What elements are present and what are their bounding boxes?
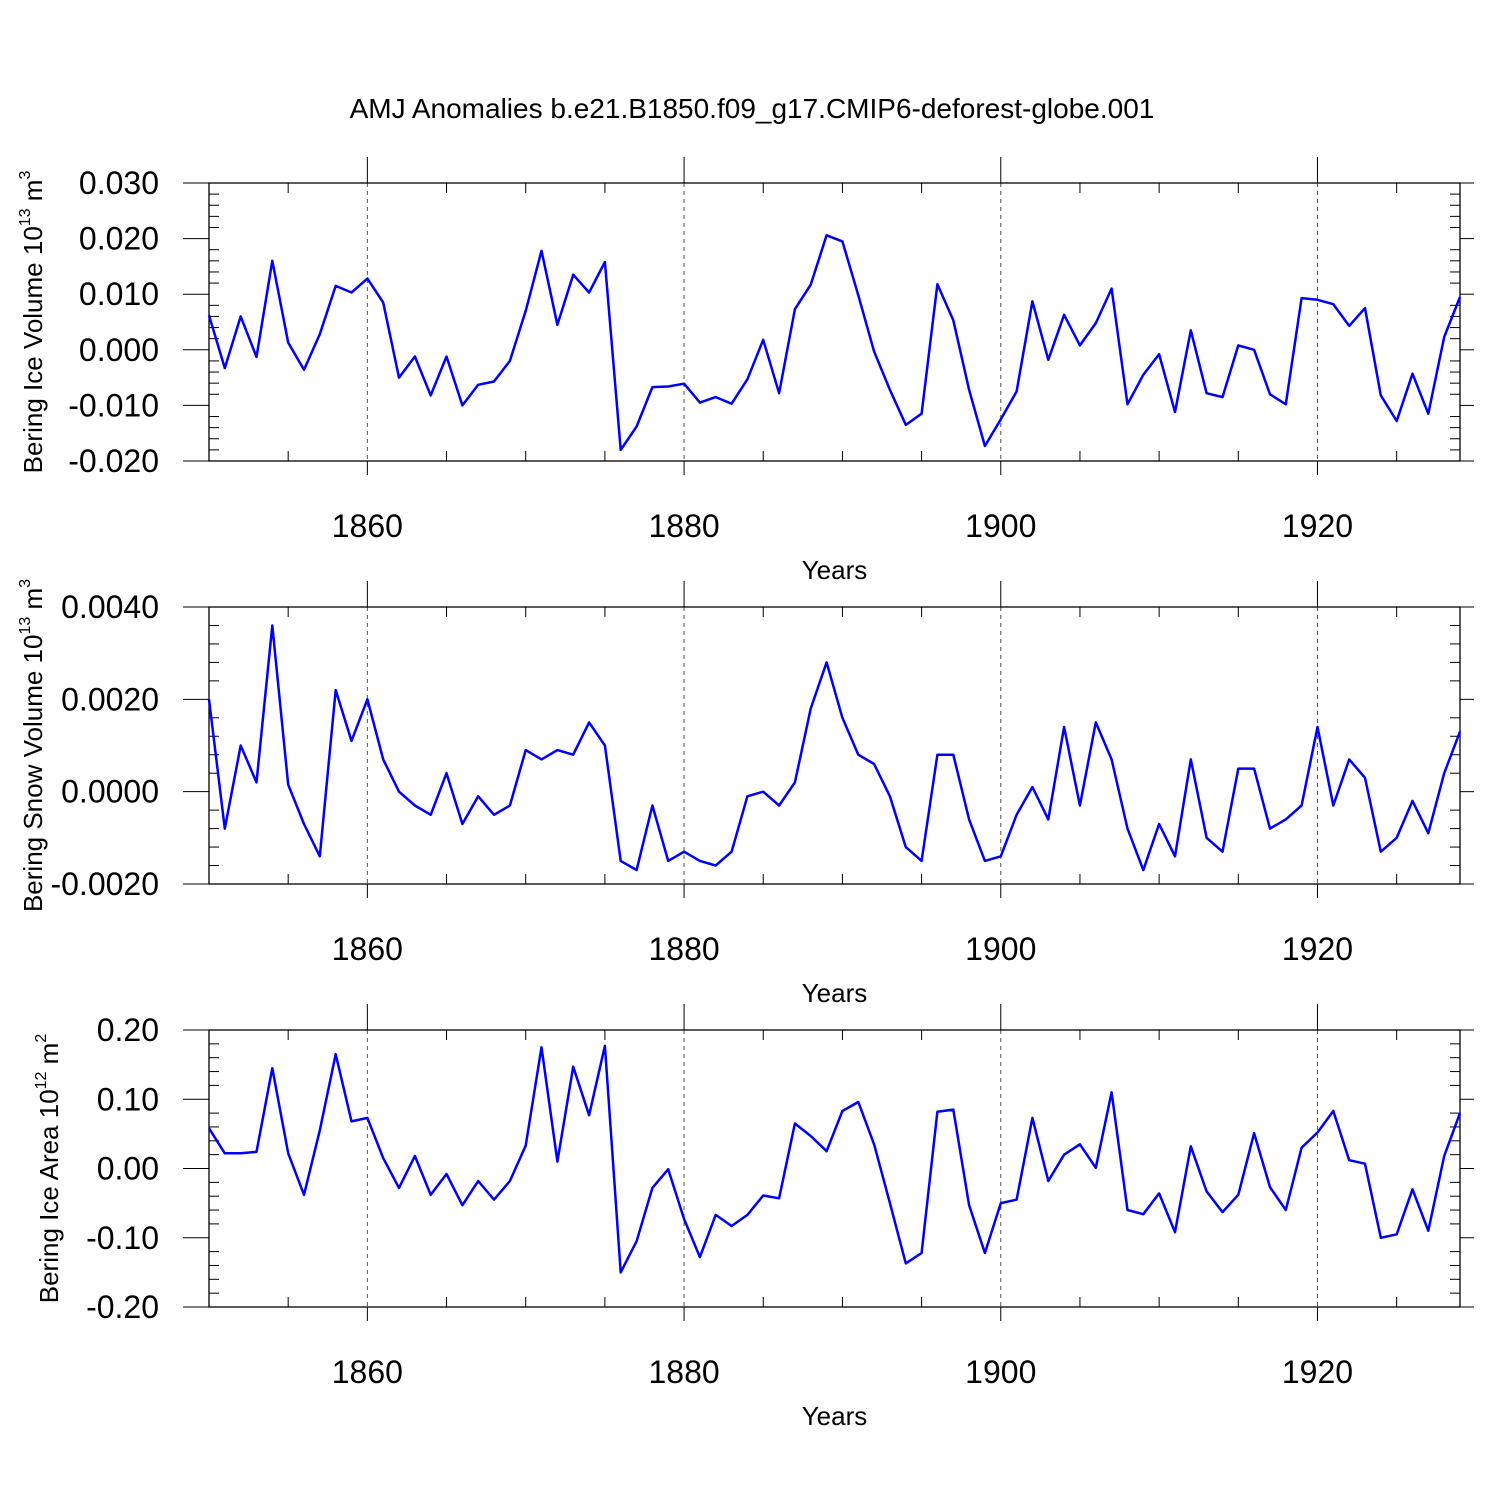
x-tick-label: 1860 — [332, 508, 403, 544]
panel-1: 1860 1880 1900 1920 -0.020 -0.010 0.000 0.010 0.… — [17, 157, 1474, 585]
y-tick-label: -0.20 — [86, 1289, 159, 1325]
x-tick-label: 1900 — [965, 931, 1036, 967]
x-tick-label: 1860 — [332, 931, 403, 967]
y-axis-label-unit: m — [18, 180, 48, 209]
panel-2: 1860 1880 1900 1920 -0.0020 0.0000 0.0020 0.004… — [17, 579, 1474, 1008]
y-tick-label: -0.020 — [68, 443, 159, 479]
y-tick-label: 0.0000 — [61, 774, 159, 810]
y-axis-label-text: Bering Ice Area 10 — [34, 1089, 64, 1303]
y-tick-label: 0.030 — [79, 165, 159, 201]
x-tick-label: 1880 — [648, 1354, 719, 1390]
y-axis-label-unit-exponent: 2 — [33, 1034, 50, 1043]
series-line — [207, 234, 1462, 452]
plot-frame — [208, 182, 1461, 462]
x-tick-label: 1880 — [648, 508, 719, 544]
y-tick-label: -0.0020 — [50, 866, 159, 902]
y-tick-label: -0.010 — [68, 387, 159, 423]
y-tick-label: 0.020 — [79, 221, 159, 257]
y-tick-label: 0.10 — [97, 1081, 159, 1117]
y-tick-label: 0.20 — [97, 1012, 159, 1048]
series-line — [207, 1044, 1462, 1274]
y-axis-label-exponent: 13 — [17, 617, 34, 635]
y-axis-label-text: Bering Snow Volume 10 — [18, 635, 48, 913]
x-tick-label: 1900 — [965, 1354, 1036, 1390]
x-axis-label: Years — [802, 978, 868, 1008]
y-tick-label: 0.000 — [79, 332, 159, 368]
y-tick-label: 0.0020 — [61, 681, 159, 717]
y-axis-label-unit-exponent: 3 — [17, 171, 34, 180]
x-tick-label: 1920 — [1282, 508, 1353, 544]
y-axis-label: Bering Snow Volume 1013 m3 — [17, 579, 48, 912]
y-axis-label-text: Bering Ice Volume 10 — [18, 226, 48, 473]
y-tick-label: 0.010 — [79, 276, 159, 312]
x-axis-label: Years — [802, 555, 868, 585]
y-axis-label: Bering Ice Volume 1013 m3 — [17, 171, 48, 474]
figure-title: AMJ Anomalies b.e21.B1850.f09_g17.CMIP6-… — [350, 93, 1155, 124]
series-line — [207, 624, 1462, 872]
x-tick-label: 1920 — [1282, 931, 1353, 967]
y-axis-label-unit: m — [18, 588, 48, 617]
ticks — [183, 157, 1474, 475]
y-tick-label: 0.0040 — [61, 589, 159, 625]
y-axis-label-exponent: 13 — [17, 208, 34, 226]
ticks — [183, 581, 1474, 898]
panel-3: 1860 1880 1900 1920 -0.20 -0.10 0.00 0.10 0.20 Ye… — [33, 1004, 1474, 1431]
y-axis-label-unit-exponent: 3 — [17, 579, 34, 588]
x-tick-label: 1860 — [332, 1354, 403, 1390]
x-tick-label: 1920 — [1282, 1354, 1353, 1390]
y-axis-label: Bering Ice Area 1012 m2 — [33, 1034, 64, 1304]
y-axis-label-exponent: 12 — [33, 1071, 50, 1089]
y-tick-label: -0.10 — [86, 1220, 159, 1256]
x-tick-label: 1880 — [648, 931, 719, 967]
y-axis-label-unit: m — [34, 1043, 64, 1072]
x-axis-label: Years — [802, 1401, 868, 1431]
plot-frame — [208, 1029, 1461, 1308]
plot-frame — [208, 606, 1461, 885]
ticks — [183, 1004, 1474, 1321]
y-tick-label: 0.00 — [97, 1151, 159, 1187]
panels: 1860 1880 1900 1920 -0.020 -0.010 0.000 0.010 0.… — [17, 157, 1474, 1431]
x-tick-label: 1900 — [965, 508, 1036, 544]
